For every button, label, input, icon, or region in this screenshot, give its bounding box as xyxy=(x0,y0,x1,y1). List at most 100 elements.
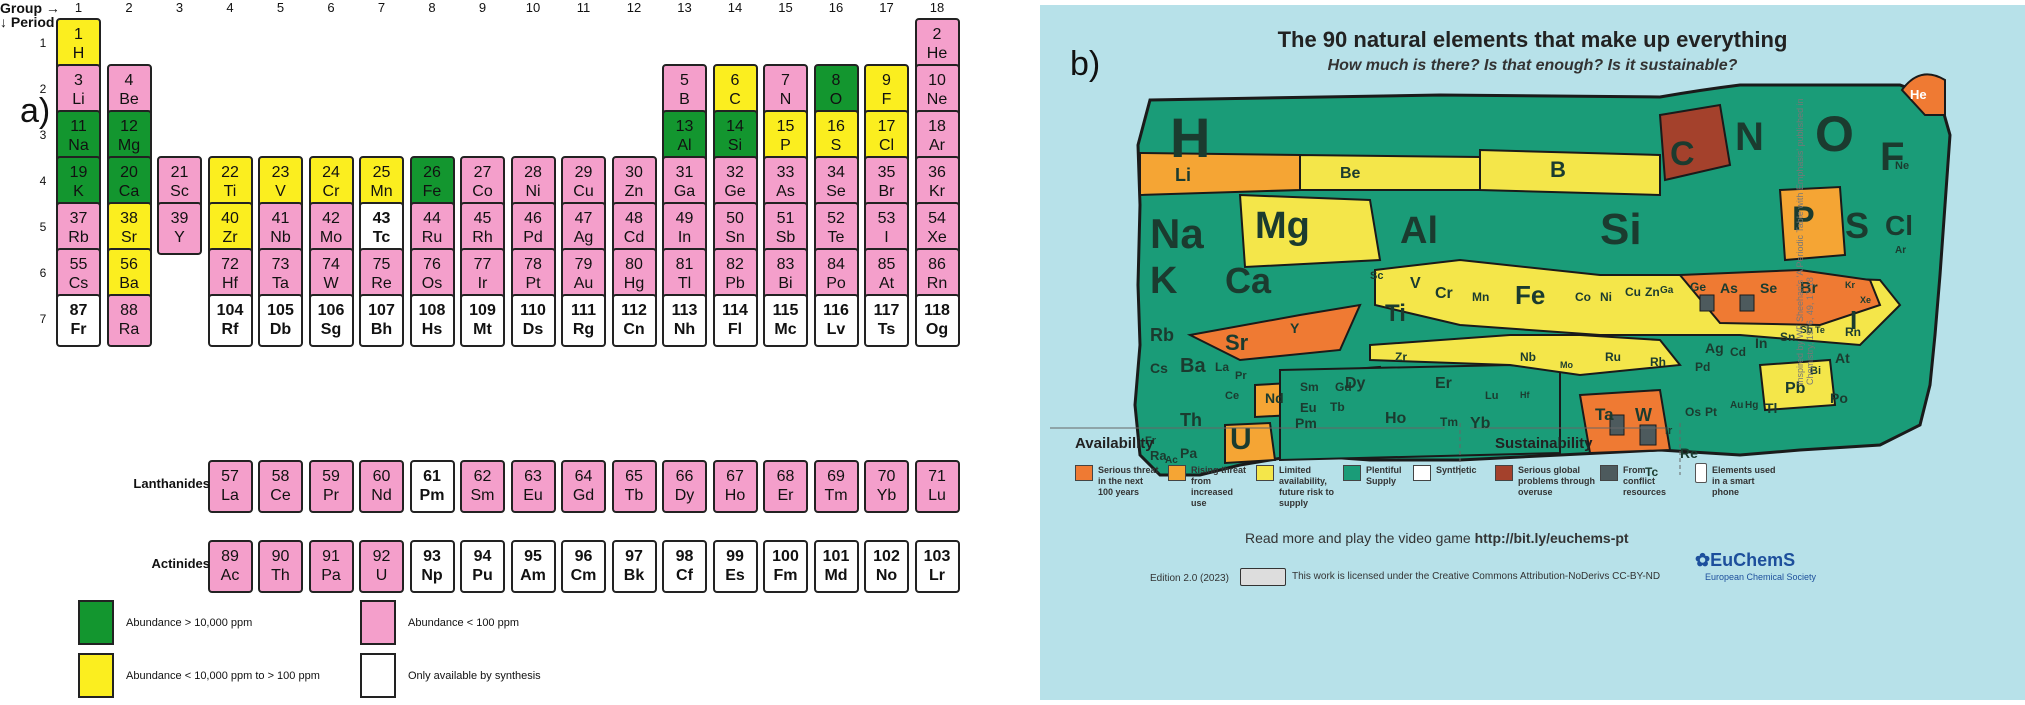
element-cell-al: 13 Al xyxy=(662,110,707,163)
atomic-number: 1 xyxy=(74,26,83,43)
read-more-text: Read more and play the video game http:/… xyxy=(1245,530,1629,546)
element-symbol: Li xyxy=(72,91,85,108)
legend-swatch-serious xyxy=(1075,465,1093,481)
element-cell-es: 99 Es xyxy=(712,540,758,593)
element-cell-ag: 47 Ag xyxy=(561,202,606,255)
element-symbol: Tm xyxy=(824,487,848,504)
element-symbol: Ta xyxy=(272,275,289,292)
element-cell-mc: 115 Mc xyxy=(763,294,808,347)
element-symbol: H xyxy=(72,45,85,62)
group-label: 6 xyxy=(327,0,335,15)
legend-swatch-yellow xyxy=(78,653,114,698)
element-symbol: Nh xyxy=(673,321,696,338)
atomic-number: 107 xyxy=(368,302,395,319)
map-element-tm: Tm xyxy=(1440,415,1458,429)
map-element-sn: Sn xyxy=(1780,330,1796,344)
element-cell-rg: 111 Rg xyxy=(561,294,606,347)
atomic-number: 31 xyxy=(675,164,694,181)
atomic-number: 56 xyxy=(120,256,138,273)
atomic-number: 10 xyxy=(928,72,946,89)
element-symbol: Pm xyxy=(419,487,445,504)
atomic-number: 13 xyxy=(675,118,694,135)
group-label: 16 xyxy=(828,0,844,15)
element-cell-cl: 17 Cl xyxy=(864,110,909,163)
map-element-cr: Cr xyxy=(1435,285,1453,302)
group-label: 15 xyxy=(778,0,793,15)
element-symbol: Mt xyxy=(473,321,492,338)
element-symbol: Og xyxy=(925,321,949,338)
element-symbol: Co xyxy=(472,183,493,200)
actinides-label: Actinides xyxy=(151,556,210,571)
atomic-number: 27 xyxy=(473,164,492,181)
element-cell-s: 16 S xyxy=(813,110,859,163)
element-symbol: Se xyxy=(826,183,846,200)
element-cell-ta: 73 Ta xyxy=(258,248,303,301)
period-label: 4 xyxy=(39,174,47,188)
element-symbol: Th xyxy=(271,567,290,584)
element-symbol: Es xyxy=(725,567,745,584)
atomic-number: 117 xyxy=(873,302,900,319)
element-cell-br: 35 Br xyxy=(864,156,909,209)
element-cell-rb: 37 Rb xyxy=(56,202,101,255)
atomic-number: 101 xyxy=(822,548,850,565)
element-cell-as: 33 As xyxy=(763,156,808,209)
element-symbol: Bi xyxy=(778,275,793,292)
map-element-fe: Fe xyxy=(1515,280,1546,310)
element-symbol: Br xyxy=(878,183,895,200)
map-element-ga: Ga xyxy=(1660,285,1674,296)
map-element-sc: Sc xyxy=(1370,270,1384,282)
element-cell-md: 101 Md xyxy=(813,540,859,593)
group-label: 2 xyxy=(125,0,133,15)
period-label: 6 xyxy=(39,266,47,280)
legend-swatch-synthetic xyxy=(1413,465,1431,481)
map-element-at: At xyxy=(1835,350,1850,366)
atomic-number: 91 xyxy=(322,548,340,565)
map-element-os: Os xyxy=(1685,405,1702,419)
element-symbol: Yb xyxy=(876,487,897,504)
element-cell-se: 34 Se xyxy=(813,156,859,209)
atomic-number: 6 xyxy=(730,72,740,89)
element-symbol: Dy xyxy=(674,487,695,504)
element-cell-rf: 104 Rf xyxy=(207,294,253,347)
atomic-number: 108 xyxy=(418,302,446,319)
map-element-lu: Lu xyxy=(1485,390,1499,402)
map-element-ge: Ge xyxy=(1690,280,1707,294)
map-element-n: N xyxy=(1735,115,1764,159)
atomic-number: 88 xyxy=(120,302,138,319)
element-cell-sg: 106 Sg xyxy=(308,294,354,347)
element-cell-cu: 29 Cu xyxy=(561,156,606,209)
atomic-number: 72 xyxy=(221,256,239,273)
element-cell-te: 52 Te xyxy=(813,202,859,255)
element-cell-mo: 42 Mo xyxy=(308,202,354,255)
legend-swatch-limited xyxy=(1256,465,1274,481)
legend-swatch-rising xyxy=(1168,465,1186,481)
atomic-number: 37 xyxy=(69,210,88,227)
atomic-number: 57 xyxy=(221,468,239,485)
element-symbol: V xyxy=(275,183,286,200)
element-cell-pd: 46 Pd xyxy=(510,202,556,255)
element-cell-gd: 64 Gd xyxy=(561,460,606,513)
element-cell-og: 118 Og xyxy=(914,294,960,347)
element-symbol: Rh xyxy=(472,229,493,246)
element-symbol: As xyxy=(776,183,795,200)
map-element-b: B xyxy=(1550,157,1566,182)
legend-swatch-white xyxy=(360,653,396,698)
video-game-link[interactable]: http://bit.ly/euchems-pt xyxy=(1474,530,1629,546)
atomic-number: 52 xyxy=(827,210,845,227)
legend-text-conflict: From conflict resources xyxy=(1623,465,1667,497)
element-symbol: Np xyxy=(421,567,443,584)
map-element-ni: Ni xyxy=(1600,290,1612,304)
map-element-eu: Eu xyxy=(1300,400,1317,415)
element-symbol: Rf xyxy=(221,321,239,338)
element-cell-si: 14 Si xyxy=(712,110,758,163)
atomic-number: 28 xyxy=(524,164,542,181)
element-symbol: Bh xyxy=(370,321,393,338)
element-symbol: Lu xyxy=(928,487,946,504)
atomic-number: 43 xyxy=(372,210,391,227)
group-label: 12 xyxy=(626,0,642,15)
map-element-pa: Pa xyxy=(1180,445,1198,461)
map-element-pd: Pd xyxy=(1695,360,1711,374)
element-symbol: Hs xyxy=(421,321,443,338)
map-element-tb: Tb xyxy=(1330,400,1345,414)
